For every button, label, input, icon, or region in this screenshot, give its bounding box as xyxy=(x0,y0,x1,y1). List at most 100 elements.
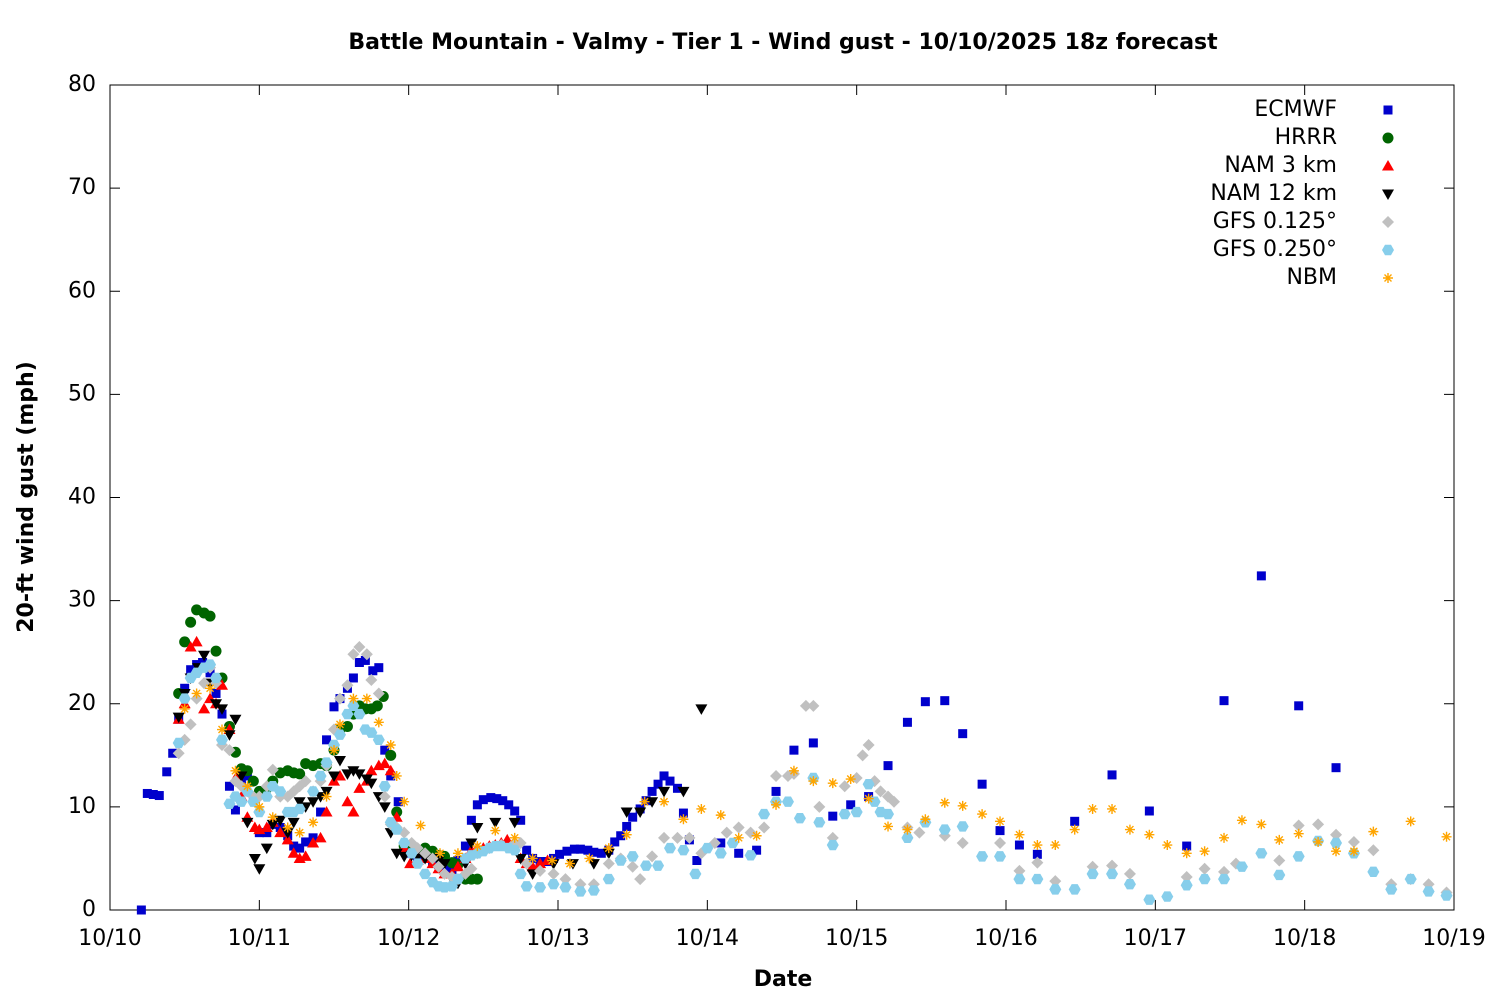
point xyxy=(136,905,146,915)
point xyxy=(353,708,366,720)
point xyxy=(622,821,632,831)
point xyxy=(314,831,327,843)
point xyxy=(1274,834,1285,845)
legend-marker xyxy=(1382,189,1394,200)
point xyxy=(354,658,364,667)
point xyxy=(634,873,647,886)
point xyxy=(308,817,319,828)
point xyxy=(1273,869,1286,881)
point xyxy=(901,832,914,844)
point xyxy=(1181,848,1192,859)
point xyxy=(1032,840,1043,851)
point xyxy=(534,882,547,893)
point xyxy=(1348,846,1359,857)
point xyxy=(365,764,378,776)
y-tick-label: 40 xyxy=(68,485,96,510)
point xyxy=(602,857,615,870)
point xyxy=(589,847,599,857)
point xyxy=(827,778,838,789)
point xyxy=(1236,815,1247,826)
point xyxy=(405,848,418,859)
legend-marker xyxy=(1382,160,1394,171)
point xyxy=(1032,849,1042,859)
point xyxy=(178,693,191,704)
point xyxy=(260,791,273,802)
point xyxy=(216,679,228,690)
point xyxy=(398,837,411,849)
point xyxy=(634,807,647,819)
point xyxy=(293,803,306,815)
point xyxy=(714,848,727,859)
point xyxy=(373,717,384,728)
point xyxy=(386,771,396,781)
point xyxy=(646,850,659,863)
point xyxy=(920,814,931,825)
point xyxy=(758,808,771,820)
point xyxy=(293,797,306,808)
point xyxy=(241,817,254,829)
point xyxy=(490,825,501,836)
point xyxy=(807,699,820,712)
point xyxy=(846,800,856,810)
point xyxy=(1086,868,1099,880)
point xyxy=(460,841,470,851)
x-tick-label: 10/15 xyxy=(825,926,888,951)
point xyxy=(266,819,279,831)
x-tick-label: 10/18 xyxy=(1273,926,1336,951)
point xyxy=(562,846,572,856)
point xyxy=(353,769,366,780)
point xyxy=(287,847,300,858)
point xyxy=(486,793,496,803)
point xyxy=(230,805,240,815)
point xyxy=(626,851,639,862)
point xyxy=(1049,875,1062,888)
point xyxy=(1198,873,1211,885)
point xyxy=(732,821,745,834)
point xyxy=(808,738,818,748)
point xyxy=(204,659,217,670)
point xyxy=(341,795,354,807)
point xyxy=(348,673,358,683)
point xyxy=(1069,824,1080,835)
point xyxy=(274,786,287,797)
point xyxy=(994,836,1007,849)
point xyxy=(266,763,279,776)
point xyxy=(522,845,532,855)
point xyxy=(902,824,913,835)
point xyxy=(301,837,311,847)
point xyxy=(977,779,987,789)
y-tick-label: 0 xyxy=(82,897,96,922)
point xyxy=(734,848,744,858)
point xyxy=(883,761,893,771)
point xyxy=(956,836,969,849)
point xyxy=(813,800,826,813)
point xyxy=(559,873,572,886)
point xyxy=(850,772,863,784)
point xyxy=(371,700,383,712)
point xyxy=(628,812,638,822)
point xyxy=(186,665,196,675)
point xyxy=(920,697,930,707)
point xyxy=(1050,840,1061,851)
point xyxy=(191,688,202,699)
point xyxy=(1031,856,1044,869)
point xyxy=(587,885,600,896)
point xyxy=(378,757,391,769)
point xyxy=(353,641,366,654)
point xyxy=(322,735,332,745)
point xyxy=(307,836,320,848)
point xyxy=(1106,868,1119,880)
point xyxy=(808,776,819,787)
point xyxy=(466,815,476,825)
point xyxy=(179,703,190,714)
point xyxy=(224,781,234,791)
x-tick-label: 10/12 xyxy=(377,926,440,951)
point xyxy=(211,688,221,698)
point xyxy=(432,860,445,873)
point xyxy=(575,844,585,854)
point xyxy=(658,786,671,798)
point xyxy=(771,799,782,810)
point xyxy=(242,781,253,792)
point xyxy=(415,820,426,831)
point xyxy=(190,635,203,647)
